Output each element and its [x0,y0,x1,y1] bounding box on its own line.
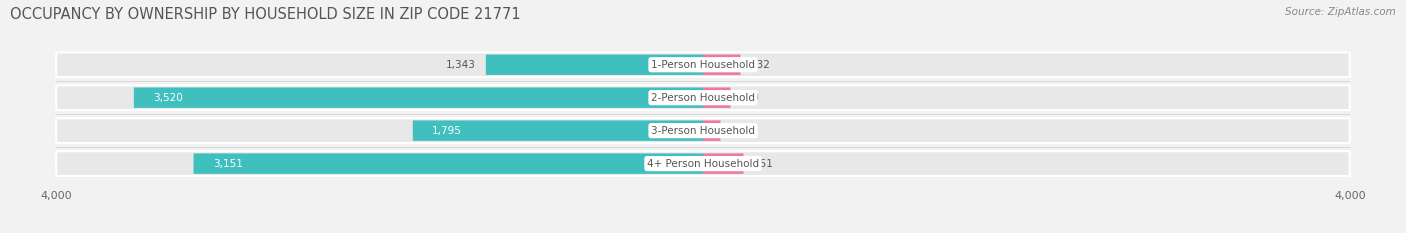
Text: 170: 170 [740,93,759,103]
FancyBboxPatch shape [703,55,741,75]
Text: OCCUPANCY BY OWNERSHIP BY HOUSEHOLD SIZE IN ZIP CODE 21771: OCCUPANCY BY OWNERSHIP BY HOUSEHOLD SIZE… [10,7,520,22]
Text: 108: 108 [730,126,749,136]
FancyBboxPatch shape [413,120,703,141]
Text: 3-Person Household: 3-Person Household [651,126,755,136]
FancyBboxPatch shape [703,120,720,141]
Text: 1-Person Household: 1-Person Household [651,60,755,70]
FancyBboxPatch shape [56,118,1350,143]
Text: Source: ZipAtlas.com: Source: ZipAtlas.com [1285,7,1396,17]
Text: 1,343: 1,343 [446,60,477,70]
FancyBboxPatch shape [56,151,1350,176]
FancyBboxPatch shape [56,85,1350,110]
Text: 251: 251 [754,159,773,169]
Text: 2-Person Household: 2-Person Household [651,93,755,103]
FancyBboxPatch shape [703,153,744,174]
FancyBboxPatch shape [486,55,703,75]
FancyBboxPatch shape [134,87,703,108]
Text: 3,151: 3,151 [212,159,243,169]
Text: 4+ Person Household: 4+ Person Household [647,159,759,169]
FancyBboxPatch shape [703,87,731,108]
Text: 232: 232 [751,60,770,70]
Text: 3,520: 3,520 [153,93,183,103]
Text: 1,795: 1,795 [432,126,463,136]
FancyBboxPatch shape [194,153,703,174]
FancyBboxPatch shape [56,52,1350,77]
